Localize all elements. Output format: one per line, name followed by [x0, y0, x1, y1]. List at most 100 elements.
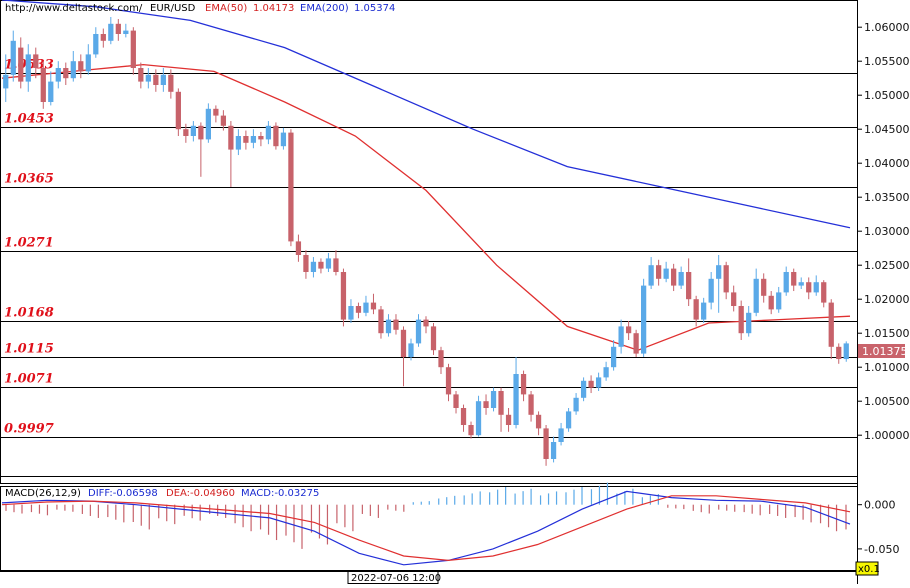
y-tick-label-8: 1.02000 [864, 293, 910, 306]
candle-79 [595, 372, 602, 391]
candle-86 [648, 257, 654, 289]
level-label-5: 1.0115 [4, 342, 54, 357]
y-tick-label-0: 1.06000 [864, 21, 910, 34]
level-label-7: 0.9997 [4, 422, 54, 437]
candle-24 [183, 123, 189, 143]
candle-102 [768, 291, 774, 315]
candle-85 [641, 278, 647, 357]
candle-70 [528, 391, 534, 422]
level-label-6: 1.0071 [4, 372, 54, 387]
candle-10 [78, 54, 84, 79]
candle-22 [168, 69, 174, 99]
y-tick-label-6: 1.03000 [864, 225, 910, 238]
candle-32 [243, 130, 249, 150]
candle-50 [378, 306, 384, 339]
candle-91 [686, 258, 692, 306]
candle-58 [438, 346, 444, 374]
source-url[interactable]: http://www.deltastock.com/ [5, 3, 143, 14]
candle-40 [303, 250, 309, 279]
candle-2 [18, 37, 24, 89]
candle-104 [783, 266, 789, 296]
y-tick-label-1: 1.05500 [864, 55, 910, 68]
candle-17 [130, 27, 136, 75]
zoom-badge[interactable]: x0.1 [855, 561, 880, 576]
candle-59 [445, 363, 452, 402]
candle-103 [776, 286, 782, 313]
candle-36 [273, 122, 279, 150]
candle-107 [806, 277, 812, 300]
candle-61 [460, 404, 467, 432]
candle-33 [250, 129, 257, 149]
candle-80 [603, 361, 609, 381]
candle-11 [85, 44, 91, 75]
macd-dea-line [1, 495, 851, 562]
ema200-label: EMA(200) [300, 3, 349, 14]
candle-82 [618, 319, 624, 354]
candle-100 [753, 268, 759, 317]
candle-105 [791, 268, 797, 292]
candle-71 [535, 411, 542, 436]
candle-27 [205, 103, 211, 143]
candle-83 [625, 320, 632, 340]
candle-101 [761, 273, 767, 303]
candle-3 [25, 44, 31, 92]
candle-98 [738, 300, 744, 340]
macd-diff-line [1, 490, 851, 566]
candles [3, 17, 849, 466]
macd-indicator: 0.000-0.050-0.095 [1, 482, 899, 588]
candle-46 [348, 299, 354, 323]
candle-60 [453, 391, 459, 414]
candle-28 [213, 105, 219, 123]
candle-13 [100, 28, 106, 48]
horizontal-levels: 1.05331.04531.03651.02711.01681.01151.00… [0, 58, 857, 438]
candle-7 [55, 61, 61, 89]
candle-14 [108, 17, 114, 45]
candle-6 [48, 71, 54, 106]
candle-23 [175, 88, 181, 136]
candle-31 [235, 129, 242, 156]
candle-52 [393, 314, 399, 335]
candle-96 [723, 261, 729, 300]
candle-64 [483, 394, 489, 415]
candle-37 [280, 127, 287, 150]
candle-63 [475, 395, 482, 437]
candle-47 [355, 302, 362, 319]
candle-53 [400, 326, 407, 387]
y-tick-label-7: 1.02500 [864, 259, 910, 272]
candle-43 [325, 252, 332, 272]
y-tick-label-9: 1.01500 [864, 327, 910, 340]
candle-9 [70, 51, 76, 82]
y-tick-label-11: 1.00500 [864, 395, 910, 408]
macd-title: MACD(26,12,9) [5, 488, 81, 499]
candle-62 [468, 421, 474, 439]
y-tick-label-2: 1.05000 [864, 89, 910, 102]
candle-56 [423, 316, 429, 334]
candle-68 [513, 357, 519, 429]
candle-95 [716, 255, 722, 313]
level-label-2: 1.0365 [4, 172, 54, 187]
candle-15 [115, 19, 121, 41]
candle-25 [190, 121, 196, 142]
ema200-value: 1.05374 [354, 3, 396, 14]
candle-76 [573, 393, 579, 415]
candle-88 [663, 261, 669, 283]
candle-109 [821, 280, 827, 308]
candle-34 [258, 131, 264, 147]
candle-67 [505, 408, 512, 432]
candle-48 [363, 295, 369, 317]
candle-8 [63, 62, 69, 85]
candle-108 [813, 275, 819, 296]
candle-0 [3, 54, 9, 102]
time-label-box: 2022-07-06 12:00 [347, 571, 441, 584]
candle-26 [198, 122, 204, 177]
y-tick-label-3: 1.04500 [864, 123, 910, 136]
macd-tick-label-0: 0.000 [864, 499, 896, 512]
candle-78 [588, 375, 594, 394]
candle-16 [123, 23, 129, 38]
ema-lines [1, 0, 851, 351]
candle-90 [678, 266, 684, 289]
candle-45 [340, 268, 347, 327]
y-tick-label-12: 1.00000 [864, 429, 910, 442]
current-price-tag: 1.01375 [858, 344, 908, 358]
